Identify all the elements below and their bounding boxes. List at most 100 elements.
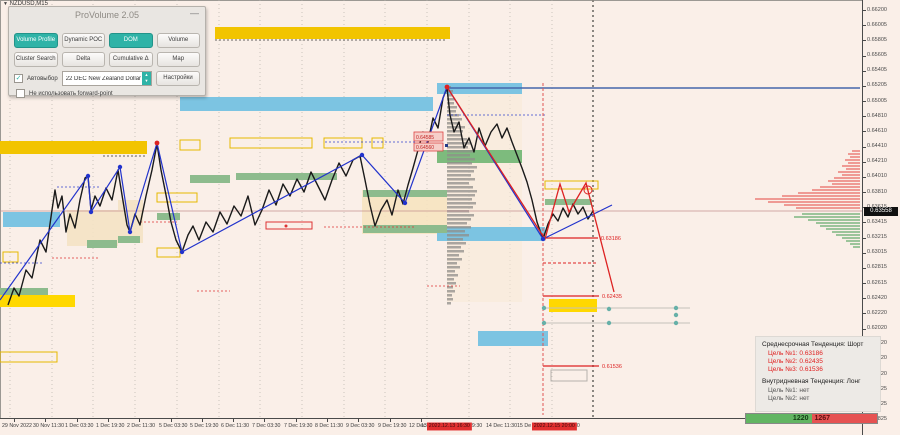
instrument-dropdown[interactable]: 22 DEC New Zealand Dollar ▲ ▼ — [61, 71, 152, 86]
dom-bar — [447, 158, 475, 161]
time-axis-label: 2 Dec 11:30 — [127, 423, 156, 429]
dom-bar — [447, 122, 460, 125]
price-tick — [863, 55, 866, 57]
level-zone — [363, 190, 447, 197]
price-tick — [863, 237, 866, 239]
level-zone — [0, 141, 147, 154]
poc-box-label: 0.64560 — [416, 145, 434, 151]
price-axis-label: 0.65805 — [867, 37, 887, 43]
provolume-panel: ProVolume 2.05 — Volume Profile Dynamic P… — [8, 6, 206, 98]
trend-legend-panel: Среднесрочная Тенденция: Шорт Цель №1: 0… — [755, 336, 881, 412]
price-axis-label: 0.62420 — [867, 294, 887, 301]
panel-button-volume-profile[interactable]: Volume Profile — [14, 33, 58, 48]
spinner-arrows-icon[interactable]: ▲ ▼ — [142, 72, 151, 85]
dom-bar — [447, 214, 474, 217]
price-tick — [863, 176, 866, 178]
time-tick — [358, 419, 360, 422]
time-tick — [139, 419, 141, 422]
dom-bar — [447, 302, 451, 305]
time-marker-badge: 2022.12.13 16:30 — [427, 422, 472, 431]
panel-button-delta[interactable]: Delta — [61, 52, 105, 67]
price-tick — [863, 25, 866, 27]
price-axis-label: 0.63615 — [867, 204, 887, 210]
profile-bar-green — [836, 234, 860, 236]
swing-point-dot — [85, 173, 91, 179]
dom-bar — [447, 266, 460, 269]
dom-bar — [447, 102, 454, 105]
autoselect-checkbox[interactable]: ✓ — [14, 74, 23, 83]
price-axis-label: 0.64410 — [867, 143, 887, 149]
autoselect-label: Автовыбор — [27, 75, 58, 82]
price-tick — [863, 146, 866, 148]
dom-bar — [447, 242, 466, 245]
profile-bar-red — [838, 171, 860, 173]
settings-button[interactable]: Настройки — [156, 71, 200, 86]
profile-bar-green — [846, 240, 860, 242]
profile-bar-red — [784, 204, 860, 206]
current-price-tag: 0.63558 — [864, 207, 898, 216]
outlined-zone — [265, 221, 313, 230]
time-axis-label: 29 Nov 2022 — [2, 423, 32, 429]
panel-button-cluster-search[interactable]: Cluster Search — [14, 52, 58, 67]
chart-plot-area[interactable]: 0.64585 0.64560 0.63186 0.62435 0.61536 — [0, 0, 862, 418]
time-tick — [76, 419, 78, 422]
profile-bar-red — [845, 159, 860, 161]
collapse-arrow-icon[interactable]: ▼ — [3, 1, 8, 7]
panel-button-cumulative-[interactable]: Cumulative Δ — [109, 52, 153, 67]
outlined-zone — [156, 247, 181, 258]
level-zone — [215, 27, 450, 39]
time-axis-label: 14 Dec 11:30 — [486, 423, 518, 429]
dom-bar — [447, 194, 475, 197]
time-axis-label: 6 Dec 11:30 — [221, 423, 250, 429]
level-zone — [0, 288, 48, 295]
sell-volume-value: 1267 — [811, 414, 877, 423]
price-axis-label: 0.65205 — [867, 82, 887, 89]
swing-point-dot — [359, 152, 365, 158]
panel-button-volume[interactable]: Volume — [156, 33, 200, 48]
profile-bar-red — [842, 174, 860, 176]
price-axis-label: 0.64610 — [867, 128, 887, 134]
dom-bar — [447, 106, 457, 109]
swing-point-dot — [541, 320, 547, 326]
swing-point-dot — [540, 236, 546, 242]
dom-bar — [447, 202, 476, 205]
price-axis-label: 0.65005 — [867, 97, 887, 104]
time-axis-label: 15 De — [517, 423, 532, 429]
dom-bar — [447, 170, 474, 173]
profile-bar-green — [826, 228, 860, 230]
forward-point-checkbox[interactable] — [16, 89, 25, 98]
price-tick — [863, 298, 866, 300]
price-axis-label: 0.64210 — [867, 158, 887, 164]
panel-button-map[interactable]: Map — [156, 52, 200, 67]
price-axis-label: 0.64010 — [867, 173, 887, 180]
dom-bar — [447, 218, 471, 221]
level-zone — [0, 295, 75, 307]
level-zone — [3, 212, 60, 227]
panel-button-dynamic-poc[interactable]: Dynamic POC — [61, 33, 105, 48]
target-line: Цель №1: нет — [768, 387, 810, 394]
chart-symbol-label[interactable]: ▼ NZDUSD,M15 — [3, 1, 48, 7]
panel-button-dom[interactable]: DOM — [109, 33, 153, 48]
price-axis-label: 0.63415 — [867, 219, 887, 225]
price-axis-label: 0.63810 — [867, 188, 887, 195]
level-zone — [87, 240, 117, 248]
buy-volume-value: 1220 — [746, 414, 812, 423]
price-axis-label: 0.62615 — [867, 279, 887, 286]
swing-point-dot — [402, 200, 408, 206]
swing-point-dot — [88, 209, 94, 215]
price-tick — [863, 161, 866, 163]
dom-bar — [447, 190, 477, 193]
price-series — [7, 87, 594, 306]
dom-bar — [447, 110, 456, 113]
target-line: Цель №3: 0.61536 — [768, 366, 823, 373]
dom-bar — [447, 274, 458, 277]
time-tick — [170, 419, 172, 422]
level-zone — [478, 331, 548, 346]
minimize-button[interactable]: — — [190, 8, 199, 18]
time-tick — [295, 419, 297, 422]
time-tick — [14, 419, 15, 422]
profile-bar-green — [832, 231, 860, 233]
time-axis[interactable]: 29 Nov 2022 30 Nov 11:30 1 Dec 03:30 1 Dec … — [0, 418, 862, 435]
time-tick — [264, 419, 266, 422]
profile-bar-red — [848, 153, 860, 155]
